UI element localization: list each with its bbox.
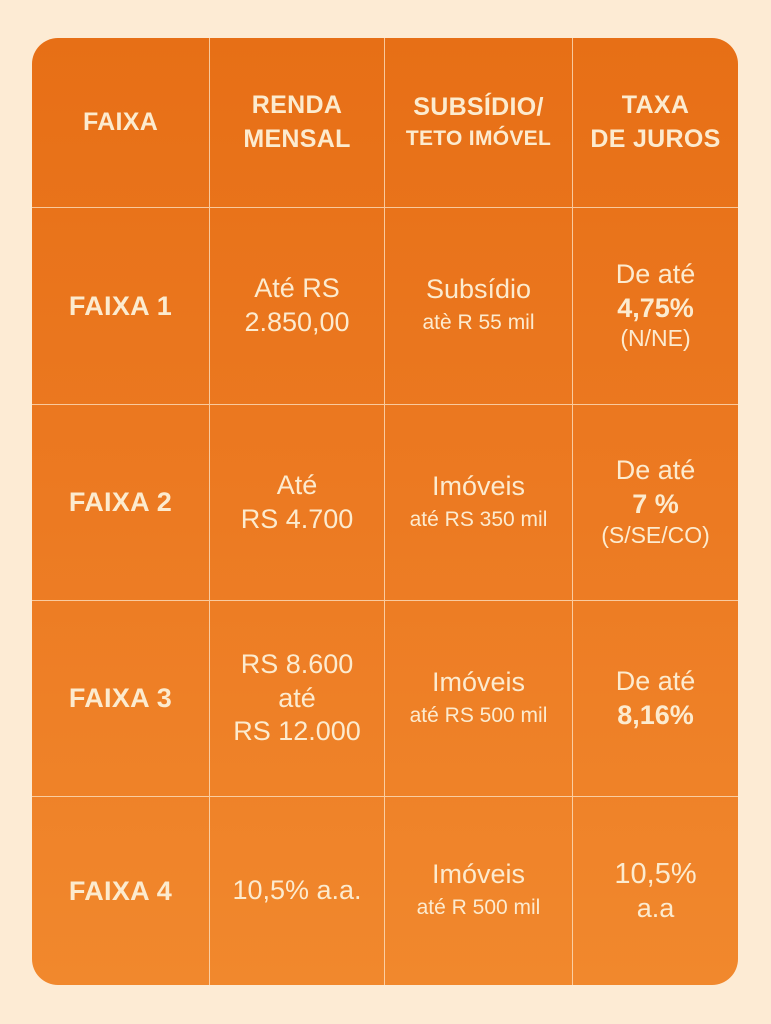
header-taxa-juros: TAXA DE JUROS [573, 38, 738, 208]
header-renda-mensal: RENDA MENSAL [210, 38, 385, 208]
table-row-faixa-2-label: FAIXA 2 [32, 405, 210, 601]
taxa-region: (N/NE) [620, 325, 691, 352]
faixa-label: FAIXA 4 [68, 875, 173, 906]
table-row-faixa-4-renda: 10,5% a.a. [210, 797, 385, 985]
renda-line: 2.850,00 [244, 307, 350, 337]
taxa-suffix: a.a [636, 893, 675, 924]
taxa-value: 8,16% [617, 700, 694, 731]
faixas-table-card: FAIXA RENDA MENSAL SUBSÍDIO/ TETO IMÓVEL… [32, 38, 738, 985]
renda-line: até [278, 682, 316, 713]
taxa-prefix: De até [615, 455, 696, 486]
table-row-faixa-4-subsidio: Imóveis até R 500 mil [385, 797, 573, 985]
faixas-table: FAIXA RENDA MENSAL SUBSÍDIO/ TETO IMÓVEL… [32, 38, 738, 985]
subsidio-detail: até R 500 mil [416, 896, 541, 920]
header-renda-line1: RENDA [251, 90, 343, 119]
table-row-faixa-2-taxa: De até 7 % (S/SE/CO) [573, 405, 738, 601]
table-row-faixa-2-subsidio: Imóveis até RS 350 mil [385, 405, 573, 601]
table-row-faixa-1-label: FAIXA 1 [32, 208, 210, 405]
table-row-faixa-1-renda: Até RS 2.850,00 [210, 208, 385, 405]
header-taxa-line1: TAXA [621, 90, 690, 119]
table-row-faixa-3-subsidio: Imóveis até RS 500 mil [385, 601, 573, 797]
subsidio-detail: atè R 55 mil [422, 311, 535, 335]
renda-line: RS 4.700 [240, 503, 354, 534]
taxa-prefix: De até [615, 666, 696, 697]
table-row-faixa-1-taxa: De até 4,75% (N/NE) [573, 208, 738, 405]
taxa-region: (S/SE/CO) [601, 521, 710, 548]
renda-line: Até RS [254, 273, 340, 304]
subsidio-detail: até RS 350 mil [409, 507, 548, 531]
subsidio-main: Imóveis [431, 666, 526, 697]
taxa-prefix: De até [615, 258, 696, 289]
renda-line: RS 8.600 [240, 648, 354, 679]
table-row-faixa-1-subsidio: Subsídio atè R 55 mil [385, 208, 573, 405]
renda-line: RS 12.000 [233, 716, 361, 747]
taxa-value: 10,5% [614, 858, 697, 890]
table-row-faixa-3-renda: RS 8.600 até RS 12.000 [210, 601, 385, 797]
faixa-label: FAIXA 2 [68, 487, 173, 518]
renda-line: Até [276, 469, 318, 500]
header-subsidio-line2: TETO IMÓVEL [405, 127, 552, 151]
header-faixa-label: FAIXA [82, 107, 159, 136]
taxa-value: 4,75% [617, 292, 694, 323]
subsidio-main: Imóveis [431, 859, 526, 890]
header-taxa-line2: DE JUROS [590, 124, 721, 153]
header-renda-line2: MENSAL [243, 124, 351, 153]
table-row-faixa-3-label: FAIXA 3 [32, 601, 210, 797]
subsidio-main: Imóveis [431, 470, 526, 501]
header-subsidio-line1: SUBSÍDIO/ [413, 93, 544, 122]
faixa-label: FAIXA 3 [68, 683, 173, 714]
renda-line: 10,5% a.a. [232, 875, 362, 906]
taxa-value: 7 % [632, 489, 679, 520]
header-subsidio-teto: SUBSÍDIO/ TETO IMÓVEL [385, 38, 573, 208]
subsidio-detail: até RS 500 mil [409, 703, 548, 727]
header-faixa: FAIXA [32, 38, 210, 208]
faixa-label: FAIXA 1 [68, 290, 173, 321]
table-row-faixa-2-renda: Até RS 4.700 [210, 405, 385, 601]
table-row-faixa-3-taxa: De até 8,16% [573, 601, 738, 797]
table-row-faixa-4-label: FAIXA 4 [32, 797, 210, 985]
table-row-faixa-4-taxa: 10,5% a.a [573, 797, 738, 985]
subsidio-main: Subsídio [425, 274, 532, 305]
